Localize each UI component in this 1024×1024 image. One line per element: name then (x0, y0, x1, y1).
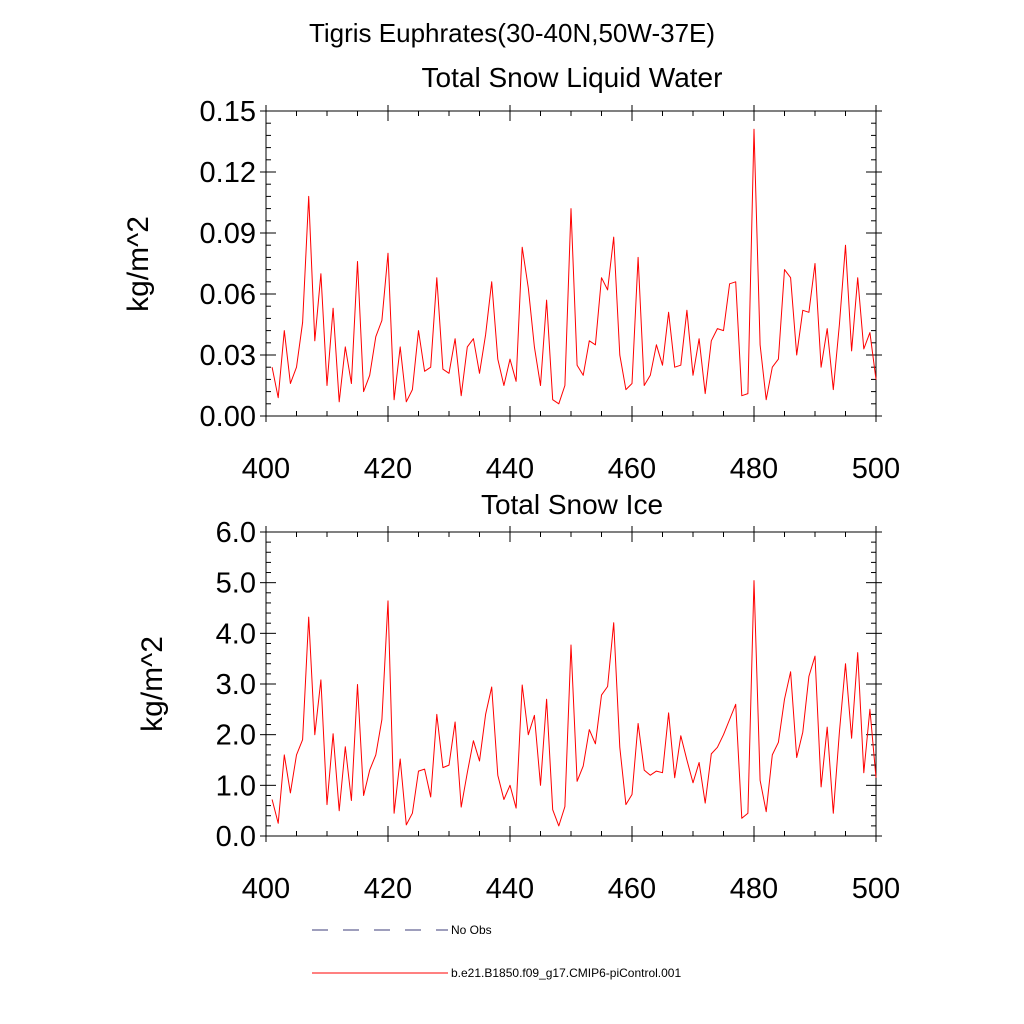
y-tick-label: 6.0 (216, 517, 256, 549)
y-tick-label: 4.0 (216, 618, 256, 650)
y-tick-label: 0.09 (200, 218, 256, 250)
series-line-1 (271, 580, 877, 827)
x-tick-label: 400 (242, 873, 290, 905)
panel-snow-ice: Total Snow Ice kg/m^2 400 420 440 460 480 500… (136, 489, 900, 905)
y-tick-label: 0.12 (200, 157, 256, 189)
x-tick-label: 500 (852, 453, 900, 485)
y-tick-label: 5.0 (216, 568, 256, 600)
page-title: Tigris Euphrates(30-40N,50W-37E) (309, 18, 715, 48)
x-tick-label: 440 (486, 453, 534, 485)
y-axis-label-liquid-water: kg/m^2 (122, 216, 155, 312)
plot-frame (265, 531, 877, 837)
x-tick-label: 480 (730, 453, 778, 485)
chart-title-liquid-water: Total Snow Liquid Water (422, 62, 723, 93)
y-axis-label-snow-ice: kg/m^2 (136, 636, 169, 732)
series-line-0 (271, 128, 877, 405)
y-tick-label: 0.00 (200, 401, 256, 433)
y-tick-label: 2.0 (216, 720, 256, 752)
legend-label-model: b.e21.B1850.f09_g17.CMIP6-piControl.001 (451, 966, 681, 980)
y-tick-label: 1.0 (216, 770, 256, 802)
x-tick-label: 460 (608, 873, 656, 905)
x-tick-label: 500 (852, 873, 900, 905)
chart-title-snow-ice: Total Snow Ice (481, 489, 663, 520)
y-tick-label: 0.0 (216, 821, 256, 853)
x-tick-label: 420 (364, 873, 412, 905)
x-tick-label: 420 (364, 453, 412, 485)
legend-label-no-obs: No Obs (451, 923, 492, 937)
y-tick-label: 0.06 (200, 279, 256, 311)
legend: No Obs b.e21.B1850.f09_g17.CMIP6-piContr… (312, 923, 681, 980)
y-tick-label: 0.03 (200, 340, 256, 372)
panel-snow-liquid-water: Total Snow Liquid Water kg/m^2 400 420 440… (122, 62, 900, 485)
x-tick-label: 400 (242, 453, 290, 485)
x-tick-label: 480 (730, 873, 778, 905)
y-tick-label: 3.0 (216, 669, 256, 701)
x-tick-label: 440 (486, 873, 534, 905)
x-tick-label: 460 (608, 453, 656, 485)
y-tick-label: 0.15 (200, 96, 256, 128)
